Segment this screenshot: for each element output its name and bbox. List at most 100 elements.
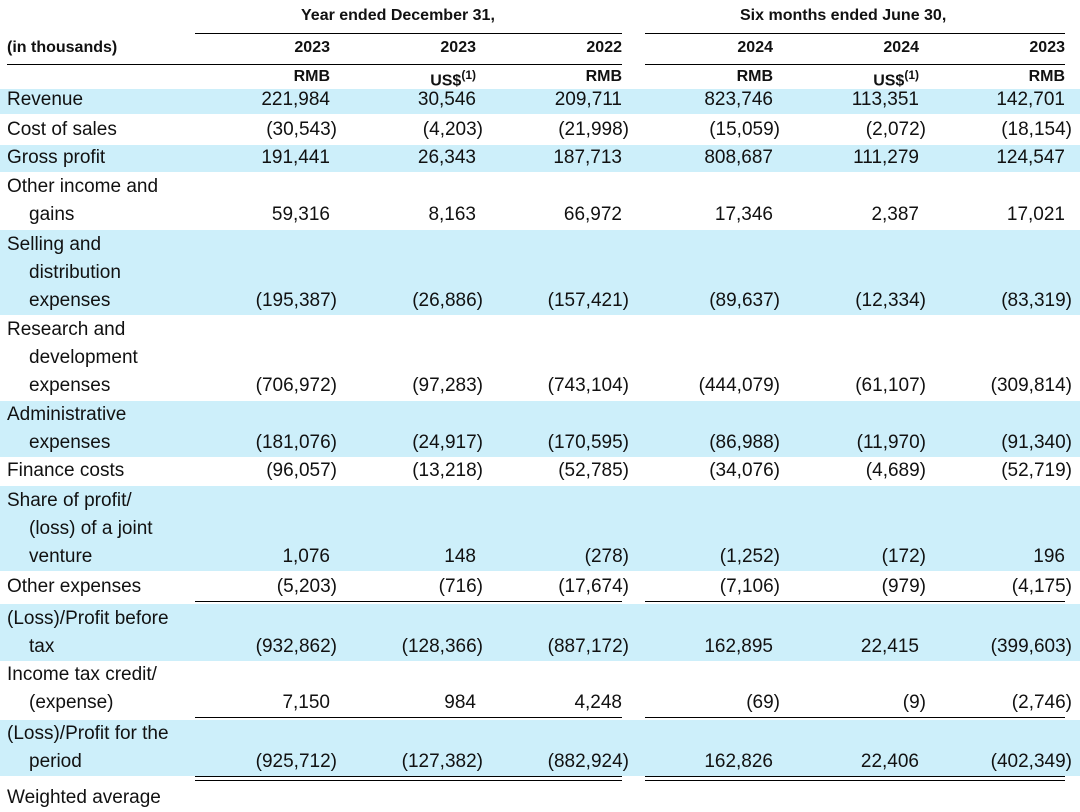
row-label-line: Cost of sales [7,119,117,140]
table-cell: 4,248 [574,692,622,713]
column-currency: US$(1) [346,68,476,90]
table-cell: (21,998) [558,119,629,140]
table-cell: 22,415 [860,636,919,657]
table-cell: 142,701 [996,89,1065,110]
table-cell: 59,316 [271,204,330,225]
table-cell: 209,711 [554,89,622,110]
row-label: Revenue [7,86,83,114]
table-cell: 7,150 [282,692,330,713]
column-year: 2023 [294,39,330,56]
table-cell: (932,862) [255,636,337,657]
column-year: 2024 [737,39,773,56]
table-cell: (444,079) [698,375,780,396]
table-cell: (4,203) [422,119,483,140]
row-label-line: distribution [29,262,121,283]
row-label-line: tax [29,636,55,657]
table-cell: 2,387 [871,204,919,225]
table-cell: (97,283) [412,375,483,396]
table-cell: 196 [1033,546,1065,567]
table-cell: (925,712) [255,751,337,772]
table-cell: (399,603) [990,636,1072,657]
table-cell: (2,072) [865,119,926,140]
table-row: Cost of sales (30,543) (4,203) (21,998) (15,… [0,116,1080,144]
row-label-line: Selling and [7,234,102,255]
table-cell: (5,203) [276,576,337,597]
table-cell: 823,746 [704,89,773,110]
row-label: Finance costs [7,457,124,485]
column-currency: US$(1) [789,68,919,90]
column-year: 2024 [883,39,919,56]
table-cell: (157,421) [547,290,629,311]
table-cell: (86,988) [709,432,780,453]
table-cell: (706,972) [255,375,337,396]
table-cell: (9) [902,692,926,713]
table-cell: (83,319) [1001,290,1072,311]
table-cell: (195,387) [255,290,337,311]
column-currency: RMB [200,68,330,86]
row-label-line: expenses [29,375,111,396]
row-label: Cost of sales [7,116,117,144]
row-label-line: venture [29,546,93,567]
row-label-line: Research and [7,319,126,340]
table-cell: (34,076) [709,460,780,481]
row-label-line: gains [29,204,75,225]
currency-code: RMB [293,68,330,85]
table-cell: (4,175) [1011,576,1072,597]
table-cell: 1,076 [282,546,330,567]
row-label: (Loss)/Profit for the period [7,720,169,776]
row-label: Administrative expenses [7,401,126,457]
table-cell: 17,346 [714,204,773,225]
row-label-line: development [29,347,138,368]
table-cell: (52,719) [1001,460,1072,481]
table-cell: (69) [746,692,780,713]
table-cell: (278) [584,546,629,567]
table-cell: 124,547 [996,147,1065,168]
footnote-marker: (1) [461,68,476,82]
row-label-line: Income tax credit/ [7,664,157,685]
column-year: 2023 [440,39,476,56]
currency-code: US$ [873,72,905,90]
table-cell: 984 [444,692,476,713]
table-cell: 148 [444,546,476,567]
row-label-line: Share of profit/ [7,490,132,511]
table-row: Selling and distribution expenses (195,387)… [0,230,1080,315]
table-cell: (716) [438,576,483,597]
subtotal-rule-left [195,601,622,602]
table-cell: 221,984 [261,89,330,110]
table-cell: (89,637) [709,290,780,311]
total-rule-right [645,717,1065,718]
row-label: Other income and gains [7,173,158,229]
table-row: Income tax credit/ (expense) 7,150 984 4,248… [0,662,1080,717]
currency-code: RMB [585,68,622,85]
currency-code: US$ [430,72,462,90]
row-label-line: Finance costs [7,460,125,481]
table-cell: (91,340) [1001,432,1072,453]
table-cell: 808,687 [704,147,773,168]
table-cell: 187,713 [553,147,622,168]
table-cell: (17,674) [558,576,629,597]
table-cell: (12,334) [855,290,926,311]
row-label-line: expenses [29,290,111,311]
row-label-weighted-average: Weighted average [7,787,161,808]
header-group-six-months: Six months ended June 30, [740,7,947,24]
table-cell: 162,826 [704,751,773,772]
row-label: Gross profit [7,144,105,172]
table-cell: (172) [881,546,926,567]
table-cell: (11,970) [856,432,926,453]
row-label-line: period [29,751,82,772]
table-cell: 26,343 [417,147,476,168]
table-row: Research and development expenses (706,972)… [0,316,1080,400]
table-cell: (4,689) [865,460,926,481]
header-bottom-rule-right [645,64,1065,65]
total-rule-left [195,717,622,718]
row-label-line: Other expenses [7,576,142,597]
table-row: Revenue 221,984 30,546 209,711 823,746 113,35… [0,89,1080,114]
double-rule-right [645,776,1065,781]
table-cell: (170,595) [547,432,629,453]
currency-code: RMB [736,68,773,85]
table-cell: (127,382) [401,751,483,772]
table-row: (Loss)/Profit for the period (925,712) (127… [0,720,1080,776]
column-year: 2023 [1029,39,1065,56]
table-row: Share of profit/ (loss) of a joint venture… [0,486,1080,571]
table-cell: 111,279 [853,147,919,168]
